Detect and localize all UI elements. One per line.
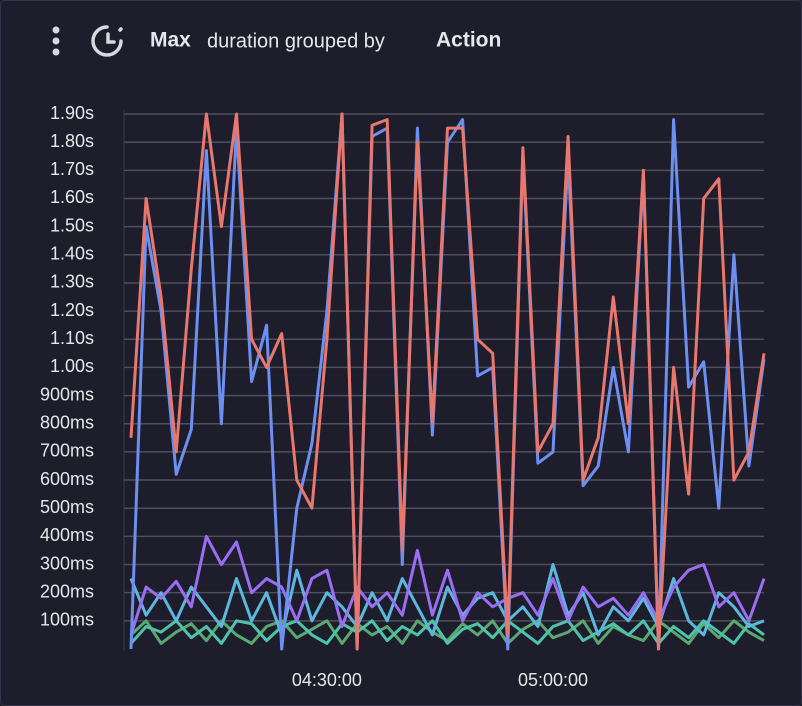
y-tick-label: 300ms (40, 553, 94, 573)
clock-arc (91, 25, 123, 57)
menu-button[interactable] (52, 26, 60, 56)
y-tick-label: 1.60s (50, 187, 94, 207)
x-tick-label: 04:30:00 (292, 670, 362, 690)
title-text: duration grouped by (207, 30, 385, 52)
title-group: Action (436, 29, 501, 52)
series-line (129, 112, 766, 651)
dot (52, 48, 60, 56)
dot (52, 37, 60, 45)
clock-tick (118, 27, 123, 32)
y-tick-label: 1.40s (50, 244, 94, 264)
y-tick-label: 400ms (40, 525, 94, 545)
y-tick-label: 900ms (40, 384, 94, 404)
dot (52, 26, 60, 34)
y-tick-label: 1.90s (50, 103, 94, 123)
y-tick-label: 600ms (40, 469, 94, 489)
y-tick-label: 1.10s (50, 328, 94, 348)
y-tick-label: 1.30s (50, 272, 94, 292)
y-tick-label: 800ms (40, 412, 94, 432)
history-icon[interactable] (91, 25, 123, 57)
clock-hands (106, 32, 116, 44)
y-tick-label: 1.50s (50, 215, 94, 235)
y-tick-label: 1.70s (50, 159, 94, 179)
x-tick-label: 05:00:00 (518, 670, 588, 690)
y-tick-label: 1.00s (50, 356, 94, 376)
y-tick-label: 100ms (40, 610, 94, 630)
y-tick-label: 200ms (40, 581, 94, 601)
y-tick-label: 1.80s (50, 131, 94, 151)
y-tick-label: 1.20s (50, 300, 94, 320)
title-aggregate: Max (150, 29, 191, 52)
y-tick-label: 500ms (40, 497, 94, 517)
y-tick-label: 700ms (40, 441, 94, 461)
